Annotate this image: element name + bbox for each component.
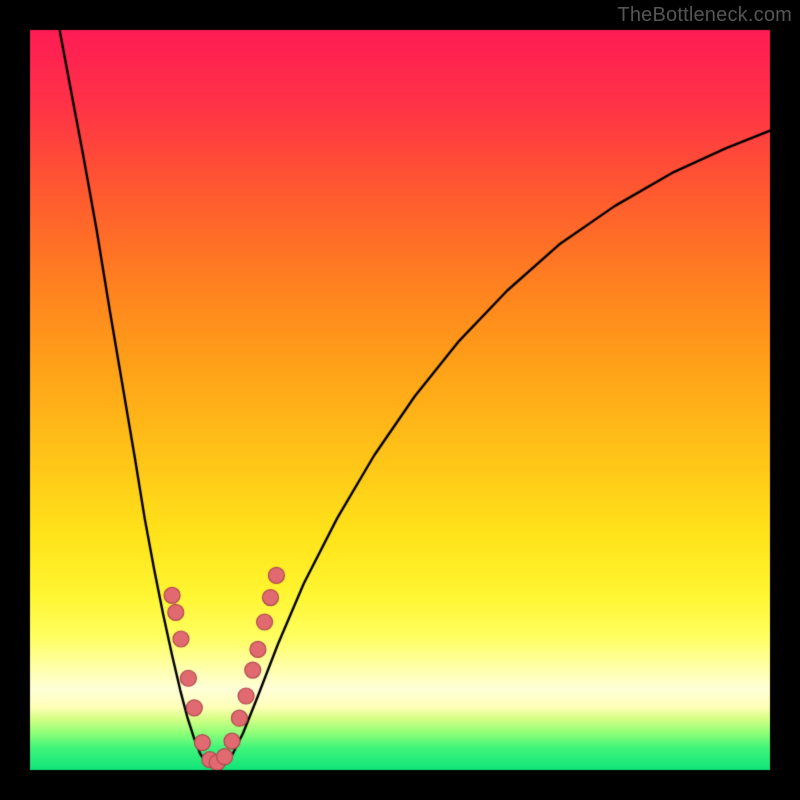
bottleneck-chart-canvas — [0, 0, 800, 800]
watermark-text: TheBottleneck.com — [617, 4, 792, 27]
plot-stage: TheBottleneck.com — [0, 0, 800, 800]
